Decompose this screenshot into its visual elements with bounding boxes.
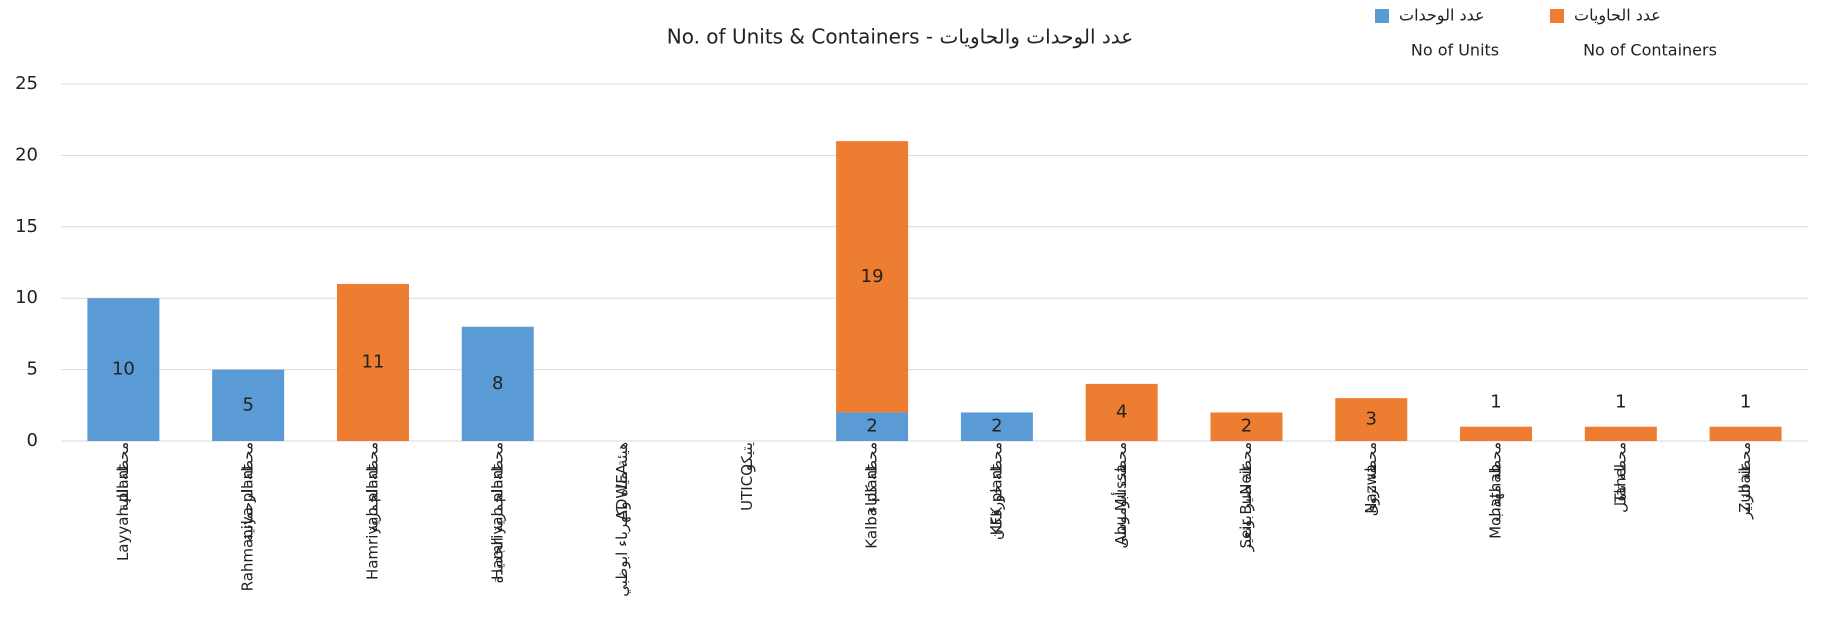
- x-tick-label-ar: محطة مهذب: [1487, 442, 1505, 522]
- x-tick-label: ADWEA: [613, 463, 631, 520]
- x-tick-label: Seir BuNeir: [1237, 463, 1255, 548]
- data-label: 2: [1241, 416, 1252, 437]
- bar-segment: [1460, 426, 1533, 441]
- data-label: 10: [112, 359, 135, 380]
- legend-swatch: [1550, 9, 1564, 23]
- y-tick-label: 0: [27, 430, 38, 451]
- legend-label: عدد الوحدات: [1399, 6, 1485, 26]
- x-tick-label-ar: هيئة مياه وكهرباء ابوظبي: [613, 442, 632, 597]
- bar-segment: [1709, 426, 1782, 441]
- x-tick-label: Nazwa: [1362, 464, 1380, 514]
- x-tick-label: KFK plant: [987, 464, 1005, 535]
- x-tick-label: Zubair: [1736, 463, 1754, 513]
- x-tick-label-ar: محطة خورفكان: [987, 442, 1005, 540]
- x-tick-label-ar: محطة الحمرية الجديدة: [488, 442, 506, 583]
- x-tick-label-ar: محطة كلباء: [863, 442, 881, 513]
- y-tick-label: 5: [27, 359, 38, 380]
- data-label: 1: [1740, 392, 1751, 413]
- bar-segment: [212, 369, 285, 441]
- x-tick-label: Mohathab: [1487, 464, 1505, 539]
- x-tick-label: Rahmaniya plant: [239, 464, 257, 591]
- x-tick-label: Tahel: [1611, 464, 1629, 504]
- bar-segment: [960, 412, 1033, 441]
- bar-segment: [836, 412, 909, 441]
- bar-segment: [1085, 383, 1158, 441]
- x-tick-label: UTICO: [738, 464, 756, 511]
- x-tick-label-ar: محطة اللية: [114, 442, 132, 511]
- legend-label: عدد الحاويات: [1574, 6, 1661, 26]
- data-label: 1: [1490, 392, 1501, 413]
- chart-title: No. of Units & Containers - عدد الوحدات …: [667, 25, 1133, 49]
- legend-sublabel: No of Containers: [1583, 41, 1717, 60]
- x-tick-label-ar: محطت أبوموسى: [1111, 442, 1130, 548]
- x-tick-label-ar: محطة الحمرية: [363, 442, 381, 532]
- x-tick-label-ar: محطة صير بونعير: [1237, 442, 1255, 552]
- x-tick-label: Layyah plant: [114, 464, 132, 561]
- data-label: 3: [1366, 409, 1377, 430]
- bar-segment: [836, 141, 909, 413]
- data-label: 4: [1116, 401, 1127, 422]
- bar-segment: [1335, 398, 1408, 441]
- x-tick-label-ar: محطة تاهل: [1611, 442, 1629, 513]
- y-tick-label: 20: [15, 144, 38, 165]
- x-tick-label-ar: محطة الرحمانية: [239, 442, 257, 541]
- y-tick-label: 25: [15, 73, 38, 94]
- data-label: 11: [362, 351, 385, 372]
- bar-segment: [336, 283, 409, 441]
- data-label: 19: [861, 266, 884, 287]
- y-tick-label: 10: [15, 287, 38, 308]
- legend-swatch: [1375, 9, 1389, 23]
- bar-segment: [461, 326, 534, 441]
- legend-sublabel: No of Units: [1411, 41, 1499, 60]
- data-label: 5: [242, 394, 253, 415]
- x-tick-label: Hamriyah plant: [488, 464, 506, 580]
- x-tick-label: Kalba plant: [863, 464, 881, 549]
- y-tick-label: 15: [15, 216, 38, 237]
- data-label: 8: [492, 373, 503, 394]
- x-tick-label-ar: محطة الزبير: [1736, 442, 1754, 520]
- data-label: 1: [1615, 392, 1626, 413]
- data-label: 2: [866, 416, 877, 437]
- bar-segment: [1584, 426, 1657, 441]
- x-tick-label-ar: محطة نزوى: [1362, 442, 1380, 516]
- x-tick-label: Abu Mussa: [1112, 464, 1130, 545]
- bar-segment: [1210, 412, 1283, 441]
- x-tick-label: Hamriyah plant: [363, 464, 381, 580]
- x-tick-label-ar: يتيكو: [738, 442, 756, 472]
- bar-segment: [87, 298, 160, 441]
- data-label: 2: [991, 416, 1002, 437]
